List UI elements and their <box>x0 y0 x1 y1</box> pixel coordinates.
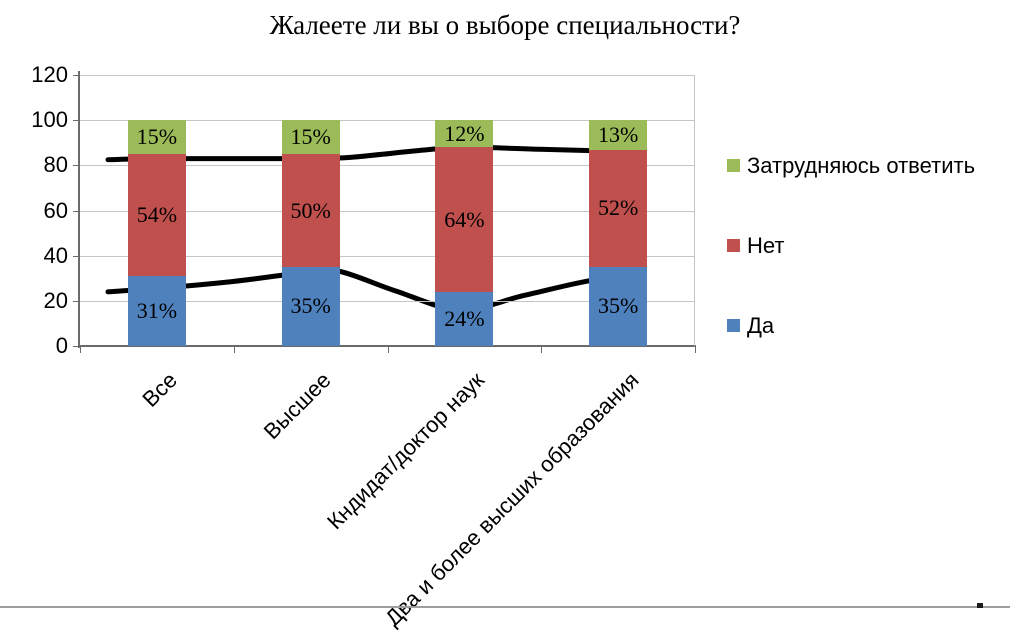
y-axis-tick-label: 100 <box>31 107 68 133</box>
bar-segment-Нет-3 <box>435 147 494 292</box>
legend-swatch-icon <box>727 239 740 252</box>
x-axis-tick <box>80 347 81 353</box>
bar-segment-label: 50% <box>290 197 331 223</box>
legend-item-Затрудняюсь ответить: Затрудняюсь ответить <box>727 153 975 178</box>
y-axis-tick-label: 120 <box>31 62 68 87</box>
bar-segment-label: 31% <box>136 297 178 323</box>
bottom-rule <box>0 606 1010 608</box>
bar-segment-label: 35% <box>290 293 331 319</box>
bar-segment-Да-1 <box>127 275 186 346</box>
bar-segment-Нет-2 <box>281 154 340 267</box>
x-axis-tick <box>695 347 696 353</box>
y-axis-tick-label: 40 <box>43 242 68 268</box>
y-axis-tick <box>73 300 80 302</box>
bar-segment-Затрудняюсь ответить-1 <box>127 120 186 155</box>
legend-item-Да: Да <box>727 313 975 338</box>
x-axis-category-label: Все <box>137 367 182 412</box>
bar-segment-label: 52% <box>597 195 639 221</box>
legend-label: Нет <box>747 233 785 258</box>
bar-segment-Затрудняюсь ответить-3 <box>435 120 494 148</box>
gridline-80 <box>80 165 695 167</box>
bar-segment-label: 24% <box>444 305 485 331</box>
gridline-20 <box>80 300 695 302</box>
bar-segment-Затрудняюсь ответить-4 <box>589 120 648 150</box>
gridline-40 <box>80 255 695 257</box>
bar-segment-Нет-4 <box>589 149 648 267</box>
y-axis-tick-label: 80 <box>43 152 68 178</box>
x-axis-tick <box>541 347 543 353</box>
y-axis-tick <box>73 346 80 347</box>
bar-segment-Затрудняюсь ответить-2 <box>281 120 340 155</box>
y-axis-tick-label: 0 <box>55 333 68 358</box>
y-axis-tick <box>73 255 80 257</box>
x-axis-category-label: Кндидат/доктор наук <box>322 367 490 535</box>
bar-segment-Нет-1 <box>127 154 186 276</box>
x-axis-category-label: Два и более высших образования <box>379 367 644 631</box>
legend-label: Да <box>747 313 775 338</box>
x-axis-tick <box>387 347 389 353</box>
legend-swatch-icon <box>727 319 740 332</box>
plot-area: 31% 54% 15% 35% 50% 15% 24% 64% 12% 35% 52% 13% <box>80 75 695 346</box>
bar-segment-label: 35% <box>597 293 639 319</box>
gridline-60 <box>80 210 695 212</box>
bar-segment-label: 13% <box>597 121 639 147</box>
bar-segment-label: 64% <box>444 206 485 232</box>
y-axis-tick-label: 60 <box>43 197 68 223</box>
y-axis-tick <box>73 210 80 212</box>
artifact-mark <box>977 603 983 608</box>
x-axis-category-label: Высшее <box>258 367 336 445</box>
y-axis-tick-label: 20 <box>43 287 68 313</box>
bar-segment-Да-4 <box>589 266 648 346</box>
gridline-100 <box>80 120 695 122</box>
x-axis-tick <box>233 347 235 353</box>
y-axis-tick <box>73 165 80 167</box>
y-axis-tick <box>73 75 80 76</box>
bar-segment-label: 15% <box>136 124 178 150</box>
chart-title: Жалеете ли вы о выборе специальности? <box>269 10 741 40</box>
chart-page: { "title": "Жалеете ли вы о выборе специ… <box>0 10 1010 631</box>
bar-segment-Да-3 <box>435 291 494 346</box>
legend-swatch-icon <box>727 159 740 172</box>
legend-label: Затрудняюсь ответить <box>747 153 976 178</box>
legend: Затрудняюсь ответить Нет Да <box>727 153 975 393</box>
y-axis-line <box>78 71 80 348</box>
upper-smoothed-line <box>105 144 646 163</box>
bar-segment-label: 15% <box>290 124 331 150</box>
y-axis-tick <box>73 120 80 122</box>
legend-item-Нет: Нет <box>727 233 975 258</box>
x-axis-line <box>80 345 696 347</box>
gridline-120 <box>80 75 695 76</box>
bar-segment-label: 54% <box>136 202 178 228</box>
bar-segment-label: 12% <box>444 120 485 146</box>
bar-segment-Да-2 <box>281 266 340 346</box>
